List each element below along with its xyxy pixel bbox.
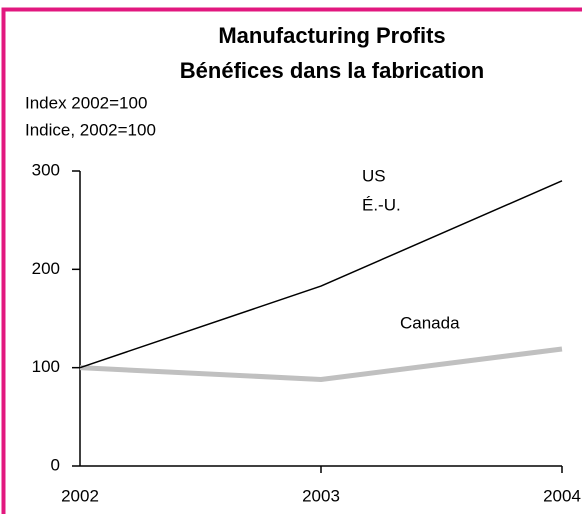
y-axis-label: Index 2002=100 [25, 93, 147, 112]
y-tick-label: 300 [32, 160, 60, 179]
frame [1, 7, 582, 514]
series-line [79, 346, 563, 382]
x-tick-label: 2004 [543, 486, 581, 505]
chart-subtitle: Bénéfices dans la fabrication [180, 58, 484, 83]
y-tick-label: 100 [32, 357, 60, 376]
annotation: É.-U. [362, 195, 401, 214]
x-tick-label: 2003 [302, 486, 340, 505]
x-tick-label: 2002 [61, 486, 99, 505]
annotation: US [362, 166, 386, 185]
annotation: Canada [400, 313, 460, 332]
y-tick-label: 0 [51, 455, 60, 474]
chart-title: Manufacturing Profits [218, 23, 445, 48]
y-axis-label: Indice, 2002=100 [25, 120, 156, 139]
y-tick-label: 200 [32, 259, 60, 278]
series-line [79, 180, 563, 369]
